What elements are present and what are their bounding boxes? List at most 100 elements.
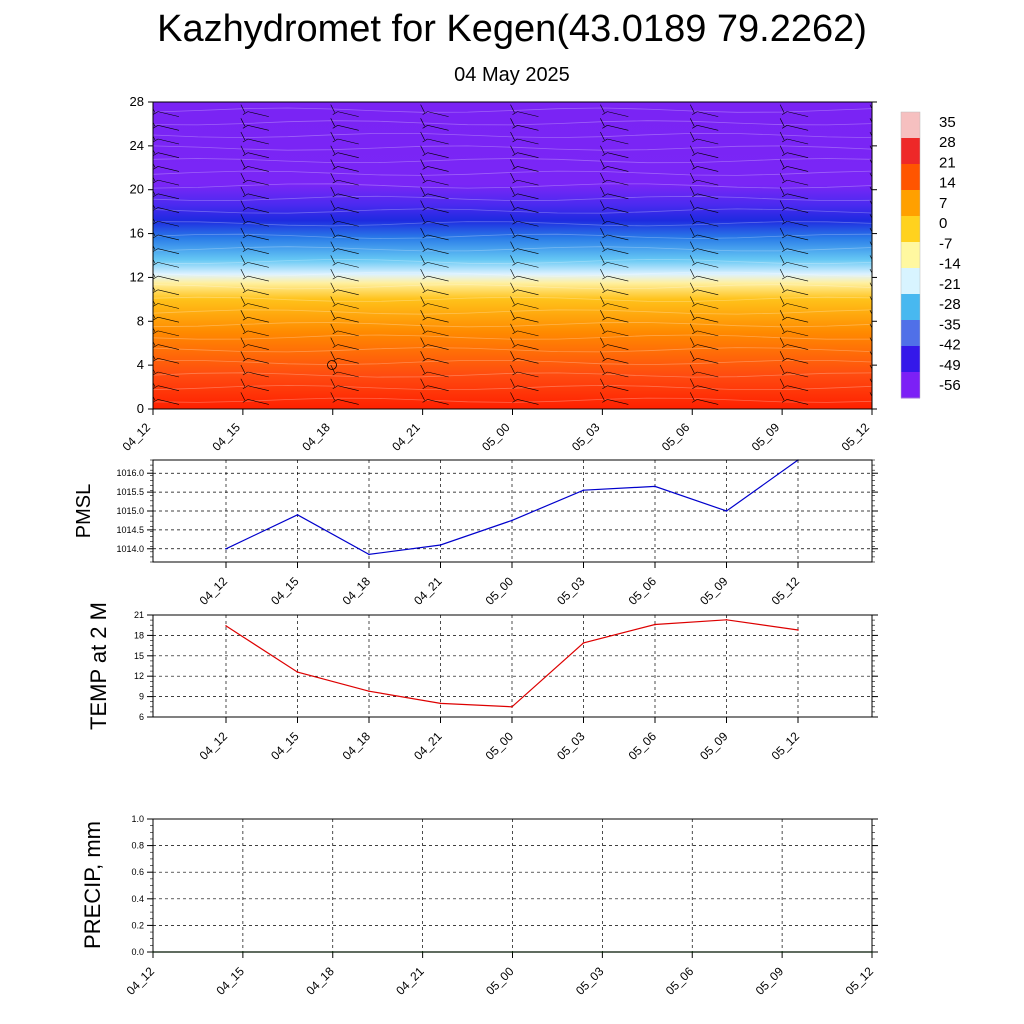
wind-barb-staff — [153, 286, 156, 291]
page-title: Kazhydromet for Kegen(43.0189 79.2262) — [157, 8, 867, 50]
wind-barb-staff — [869, 282, 872, 288]
wind-barb-flag — [157, 358, 180, 364]
wind-barb-staff — [153, 354, 156, 360]
x-tick-label: 05_06 — [659, 420, 693, 454]
wind-barb — [781, 303, 788, 307]
wind-barb-flag — [427, 248, 449, 254]
wind-barb-flag — [247, 207, 269, 213]
wind-barb-staff — [420, 268, 425, 278]
wind-barb — [871, 237, 872, 238]
wind-barb-flag — [877, 386, 898, 391]
wind-barb — [332, 344, 338, 348]
wind-barb — [422, 207, 428, 211]
colorbar-label: 14 — [939, 175, 956, 192]
wind-barb-staff — [510, 241, 515, 250]
y-tick-label: 16 — [130, 226, 144, 241]
wind-barb — [512, 125, 518, 129]
wind-barb-flag — [247, 262, 269, 268]
wind-barb — [781, 262, 788, 266]
wind-barb-staff — [510, 378, 515, 387]
data-point — [296, 671, 299, 673]
wind-barb-flag — [607, 371, 629, 378]
wind-barb-flag — [697, 371, 719, 378]
wind-barb-flag — [697, 166, 719, 172]
wind-barb-flag — [157, 275, 180, 282]
colorbar-label: 0 — [939, 215, 947, 232]
wind-barb-flag — [607, 275, 629, 282]
wind-barb-flag — [157, 234, 180, 241]
wind-barb-staff — [240, 255, 246, 264]
x-tick-label: 04_12 — [197, 729, 231, 763]
wind-barb-flag — [787, 344, 809, 350]
wind-barb-flag — [427, 289, 449, 296]
wind-barb-flag — [157, 262, 180, 268]
wind-barb-flag — [787, 358, 809, 364]
wind-barb-staff — [420, 227, 425, 237]
wind-barb — [692, 385, 698, 389]
wind-barb — [153, 303, 159, 307]
wind-barb — [871, 333, 872, 334]
wind-barb-flag — [517, 125, 539, 131]
contour-line — [153, 309, 872, 315]
wind-barb-staff — [330, 131, 336, 141]
wind-barb-staff — [153, 162, 156, 168]
wind-barb — [242, 166, 249, 170]
wind-barb-flag — [607, 316, 629, 323]
wind-barb — [153, 316, 159, 321]
wind-barb-staff — [420, 351, 425, 360]
wind-barb-flag — [517, 207, 539, 213]
wind-barb-staff — [420, 173, 425, 182]
colorbar-label: 28 — [939, 134, 956, 151]
wind-barb-flag — [427, 371, 449, 378]
x-tick-label: 04_12 — [120, 420, 154, 454]
heatmap-field — [153, 102, 872, 409]
x-tick-label: 04_15 — [213, 964, 247, 998]
wind-barb-staff — [330, 173, 336, 182]
wind-barb — [422, 344, 428, 348]
wind-barb — [602, 207, 608, 211]
wind-barb — [692, 262, 698, 266]
wind-barb — [422, 358, 428, 362]
wind-barb — [422, 303, 428, 307]
wind-barb-flag — [517, 316, 539, 323]
wind-barb-staff — [510, 159, 515, 168]
wind-barb — [153, 152, 159, 156]
wind-barb-flag — [697, 207, 719, 213]
wind-barb-staff — [510, 351, 515, 360]
wind-barb-flag — [787, 125, 809, 131]
wind-barb-flag — [787, 220, 809, 227]
wind-barb-flag — [787, 385, 809, 392]
wind-barb-flag — [607, 330, 629, 337]
wind-barb-flag — [517, 303, 539, 309]
wind-barb-staff — [600, 337, 605, 346]
data-point — [368, 690, 370, 692]
wind-barb-staff — [510, 186, 515, 195]
wind-barb-flag — [427, 125, 449, 131]
wind-barb-flag — [877, 125, 898, 130]
x-tick-label: 05_00 — [483, 574, 517, 608]
wind-barb — [692, 234, 698, 239]
wind-barb-staff — [600, 378, 605, 387]
wind-barb — [242, 248, 249, 252]
y-tick-label: 15 — [134, 651, 144, 661]
wind-barb-staff — [240, 173, 246, 182]
wind-barb-staff — [869, 310, 872, 315]
wind-barb-staff — [153, 244, 156, 250]
wind-barb — [512, 152, 518, 156]
wind-barb-staff — [779, 282, 785, 291]
wind-barb-staff — [330, 227, 336, 237]
wind-barb — [602, 358, 608, 362]
wind-barb-staff — [420, 131, 425, 141]
wind-barb-flag — [697, 316, 719, 323]
wind-barb-staff — [689, 173, 695, 182]
wind-barb — [781, 275, 788, 280]
wind-barb-flag — [427, 111, 449, 117]
wind-barb — [332, 111, 338, 115]
wind-barb-flag — [157, 207, 180, 213]
wind-barb — [242, 316, 249, 321]
wind-barb-flag — [697, 248, 719, 254]
y-axis-label: TEMP at 2 M — [86, 602, 111, 730]
x-tick-label: 05_00 — [483, 729, 517, 763]
wind-barb-flag — [517, 152, 539, 159]
